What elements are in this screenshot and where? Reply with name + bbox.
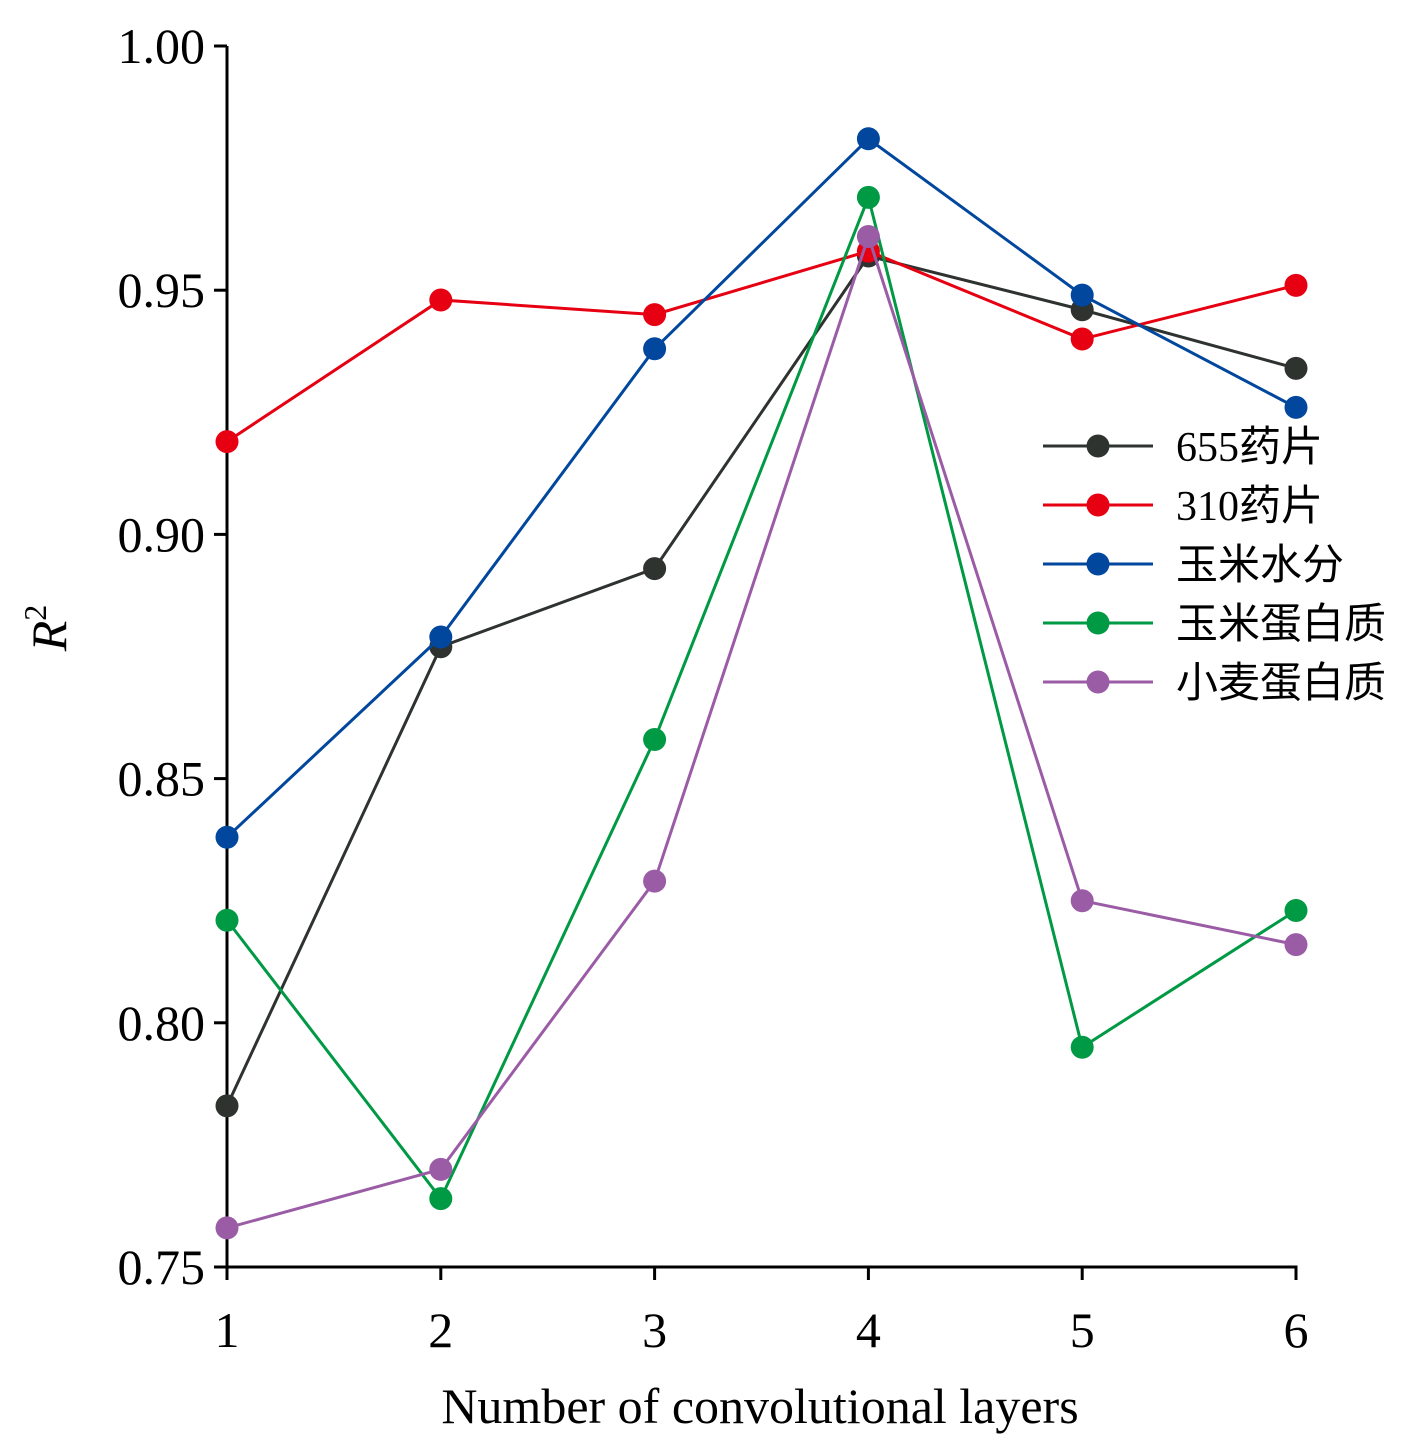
x-tick-label: 2: [428, 1302, 453, 1358]
data-point: [1070, 283, 1094, 307]
legend-label: 玉米水分: [1176, 543, 1344, 589]
legend-label: 小麦蛋白质: [1176, 661, 1386, 707]
series-2: [215, 239, 1308, 454]
y-tick-label: 0.90: [118, 506, 206, 562]
series-line: [226, 231, 1297, 1230]
data-point: [1284, 898, 1308, 922]
legend-item: 小麦蛋白质: [1043, 661, 1386, 707]
x-axis-title: Number of convolutional layers: [441, 1378, 1078, 1434]
legend-swatch-marker: [1086, 434, 1110, 458]
data-point: [1284, 933, 1308, 957]
legend-swatch-marker: [1086, 493, 1110, 517]
series-line: [225, 254, 1297, 1107]
y-axis-title-superscript: 2: [17, 605, 53, 621]
legend-item: 玉米水分: [1043, 543, 1344, 589]
data-point: [1070, 327, 1094, 351]
data-point: [856, 224, 880, 248]
data-point: [429, 288, 453, 312]
data-point: [429, 625, 453, 649]
y-tick-label: 0.80: [118, 995, 206, 1051]
y-axis-title-main: R: [21, 621, 77, 653]
data-point: [215, 1094, 239, 1118]
series-4: [215, 185, 1308, 1211]
data-point: [643, 303, 667, 327]
data-point: [215, 825, 239, 849]
legend-item: 310药片: [1043, 484, 1323, 530]
x-tick-label: 4: [856, 1302, 881, 1358]
data-point: [1070, 1035, 1094, 1059]
x-tick-label: 5: [1070, 1302, 1095, 1358]
data-point: [856, 185, 880, 209]
legend-item: 655药片: [1043, 425, 1323, 471]
series-line: [225, 192, 1297, 1202]
x-tick-label: 3: [642, 1302, 667, 1358]
data-point: [215, 430, 239, 454]
data-point: [1284, 356, 1308, 380]
y-tick-label: 0.85: [118, 751, 206, 807]
series-layer: [215, 127, 1308, 1240]
series-line: [226, 249, 1297, 443]
legend-swatch-marker: [1086, 552, 1110, 576]
y-tick-label: 1.00: [118, 18, 206, 74]
data-point: [643, 337, 667, 361]
data-point: [215, 1216, 239, 1240]
legend-label: 655药片: [1176, 425, 1323, 471]
y-axis-title: R2: [17, 605, 77, 653]
x-tick-label: 1: [215, 1302, 240, 1358]
data-point: [429, 1187, 453, 1211]
legend-label: 玉米蛋白质: [1176, 602, 1386, 648]
series-3: [215, 127, 1308, 849]
axes: 0.75 0.80 0.85 0.90 0.95 1.00 1 2 3 4 5 6: [118, 18, 1309, 1358]
data-point: [643, 557, 667, 581]
y-tick-label: 0.95: [118, 262, 206, 318]
legend-swatch-marker: [1086, 611, 1110, 635]
series-line: [225, 136, 1297, 839]
x-tick-label: 6: [1284, 1302, 1309, 1358]
data-point: [429, 1157, 453, 1181]
data-point: [1284, 395, 1308, 419]
series-5: [215, 224, 1308, 1240]
legend-label: 310药片: [1176, 484, 1323, 530]
y-tick-label: 0.75: [118, 1239, 206, 1295]
data-point: [643, 869, 667, 893]
data-point: [1070, 889, 1094, 913]
data-point: [215, 908, 239, 932]
legend-item: 玉米蛋白质: [1043, 602, 1386, 648]
legend-swatch-marker: [1086, 670, 1110, 694]
data-point: [1284, 273, 1308, 297]
data-point: [856, 127, 880, 151]
data-point: [643, 728, 667, 752]
